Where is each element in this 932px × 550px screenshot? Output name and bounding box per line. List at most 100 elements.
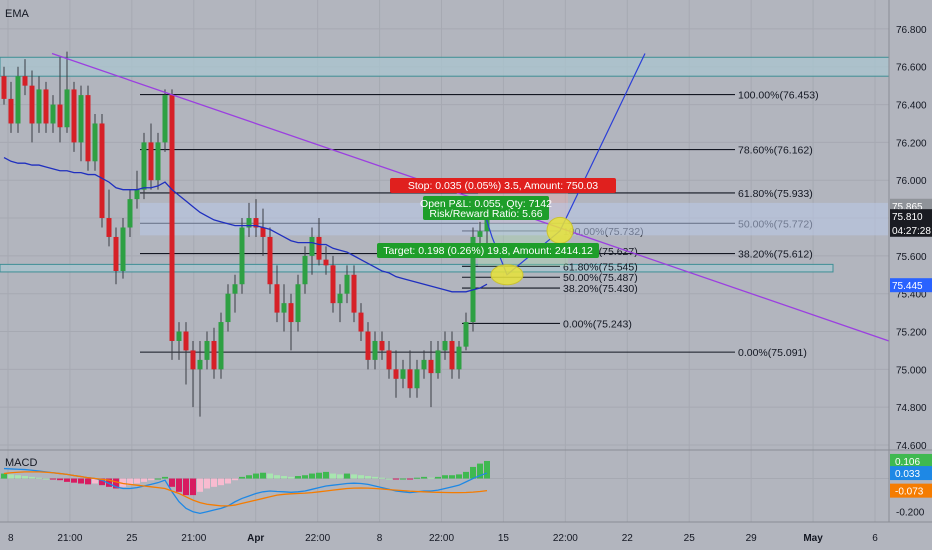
candle-body-51[interactable] <box>358 312 364 332</box>
candle-body-4[interactable] <box>29 85 35 124</box>
candle-body-56[interactable] <box>393 369 399 379</box>
pnl-box[interactable] <box>423 196 549 220</box>
macd-bar-33 <box>232 478 238 481</box>
candle-body-2[interactable] <box>15 76 21 124</box>
candle-body-20[interactable] <box>141 142 147 190</box>
candle-body-69[interactable] <box>484 218 490 232</box>
candle-body-13[interactable] <box>92 123 98 162</box>
candle-body-42[interactable] <box>295 284 301 323</box>
macd-bar-16 <box>113 478 119 489</box>
candle-body-21[interactable] <box>148 142 154 181</box>
candle-body-63[interactable] <box>442 340 448 351</box>
macd-bar-61 <box>428 477 434 479</box>
time-tick-1: 21:00 <box>57 533 82 544</box>
candle-body-18[interactable] <box>127 199 133 228</box>
candle-body-47[interactable] <box>330 265 336 304</box>
candle-body-65[interactable] <box>456 346 462 370</box>
candle-body-16[interactable] <box>113 236 119 271</box>
price-tick-11: 74.600 <box>896 441 927 452</box>
candle-body-35[interactable] <box>246 218 252 228</box>
candle-body-34[interactable] <box>239 227 245 285</box>
candle-body-36[interactable] <box>253 218 259 228</box>
candle-body-59[interactable] <box>414 369 420 389</box>
macd-bar-8 <box>57 478 63 481</box>
candle-body-32[interactable] <box>225 293 231 323</box>
zone-1[interactable] <box>0 263 834 273</box>
candle-body-62[interactable] <box>435 350 441 374</box>
candle-body-23[interactable] <box>162 95 168 143</box>
macd-bar-50 <box>351 474 357 479</box>
candle-body-64[interactable] <box>449 340 455 370</box>
candle-body-68[interactable] <box>477 231 483 237</box>
candle-body-57[interactable] <box>400 369 406 379</box>
candle-body-31[interactable] <box>218 322 224 370</box>
candle-body-27[interactable] <box>190 350 196 370</box>
candle-body-11[interactable] <box>78 95 84 143</box>
candle-body-1[interactable] <box>8 98 14 124</box>
candle-body-39[interactable] <box>274 284 280 313</box>
candle-body-28[interactable] <box>197 359 203 370</box>
candle-body-41[interactable] <box>288 303 294 323</box>
candle-body-67[interactable] <box>470 236 476 323</box>
candle-body-54[interactable] <box>379 340 385 351</box>
candle-body-46[interactable] <box>323 259 329 266</box>
candle-body-58[interactable] <box>407 369 413 389</box>
candle-body-6[interactable] <box>43 89 49 124</box>
indicator-label[interactable]: EMA <box>5 8 30 20</box>
candle-body-24[interactable] <box>169 95 175 341</box>
candle-body-12[interactable] <box>85 95 91 162</box>
candle-body-7[interactable] <box>50 104 56 124</box>
price-tick-1: 76.600 <box>896 63 927 74</box>
candle-body-45[interactable] <box>316 236 322 260</box>
candle-body-10[interactable] <box>71 89 77 143</box>
candle-body-5[interactable] <box>36 89 42 124</box>
price-tick-3: 76.200 <box>896 138 927 149</box>
candle-body-0[interactable] <box>1 76 7 99</box>
candle-body-40[interactable] <box>281 303 287 313</box>
stop-label-box[interactable] <box>390 178 616 193</box>
highlight-entry <box>546 216 574 244</box>
candle-body-25[interactable] <box>176 331 182 341</box>
candle-body-22[interactable] <box>155 142 161 181</box>
candle-body-29[interactable] <box>204 340 210 360</box>
time-axis[interactable]: 8 21:00 25 21:00 Apr 22:00 8 22:00 15 22:00 22 25 29… <box>8 533 878 544</box>
candle-body-8[interactable] <box>57 104 63 128</box>
candle-body-49[interactable] <box>344 274 350 294</box>
macd-label[interactable]: MACD <box>5 457 37 469</box>
candle-body-50[interactable] <box>351 274 357 313</box>
macd-bar-57 <box>400 478 406 480</box>
candle-body-48[interactable] <box>337 293 343 304</box>
candle-body-26[interactable] <box>183 331 189 351</box>
candle-body-61[interactable] <box>428 359 434 374</box>
macd-bar-62 <box>435 476 441 479</box>
candle-body-14[interactable] <box>99 123 105 219</box>
candle-body-15[interactable] <box>106 218 112 237</box>
candle-body-38[interactable] <box>267 236 273 285</box>
candle-body-17[interactable] <box>120 227 126 272</box>
candle-body-3[interactable] <box>22 76 28 86</box>
price-tick-8: 75.200 <box>896 328 927 339</box>
candle-body-52[interactable] <box>365 331 371 360</box>
price-tag-label-1: 75.810 <box>892 212 923 223</box>
candle-body-9[interactable] <box>64 89 70 128</box>
macd-tick-0: -0.200 <box>896 508 925 519</box>
target-label-box[interactable] <box>377 243 599 258</box>
candle-body-60[interactable] <box>421 359 427 370</box>
macd-bar-43 <box>302 475 308 479</box>
candle-body-55[interactable] <box>386 350 392 370</box>
candle-body-19[interactable] <box>134 189 140 200</box>
zone-0[interactable] <box>0 56 890 77</box>
candle-body-37[interactable] <box>260 227 266 237</box>
candle-body-43[interactable] <box>302 255 308 285</box>
candle-body-33[interactable] <box>232 284 238 294</box>
signal-line <box>3 471 488 507</box>
candle-body-44[interactable] <box>309 236 315 256</box>
macd-bar-2 <box>15 475 21 479</box>
candle-body-53[interactable] <box>372 340 378 360</box>
time-tick-8: 15 <box>498 533 510 544</box>
candle-body-30[interactable] <box>211 340 217 370</box>
candle-body-66[interactable] <box>463 322 469 347</box>
target-label: Target: 0.198 (0.26%) 19.8, Amount: 2414… <box>383 245 593 257</box>
